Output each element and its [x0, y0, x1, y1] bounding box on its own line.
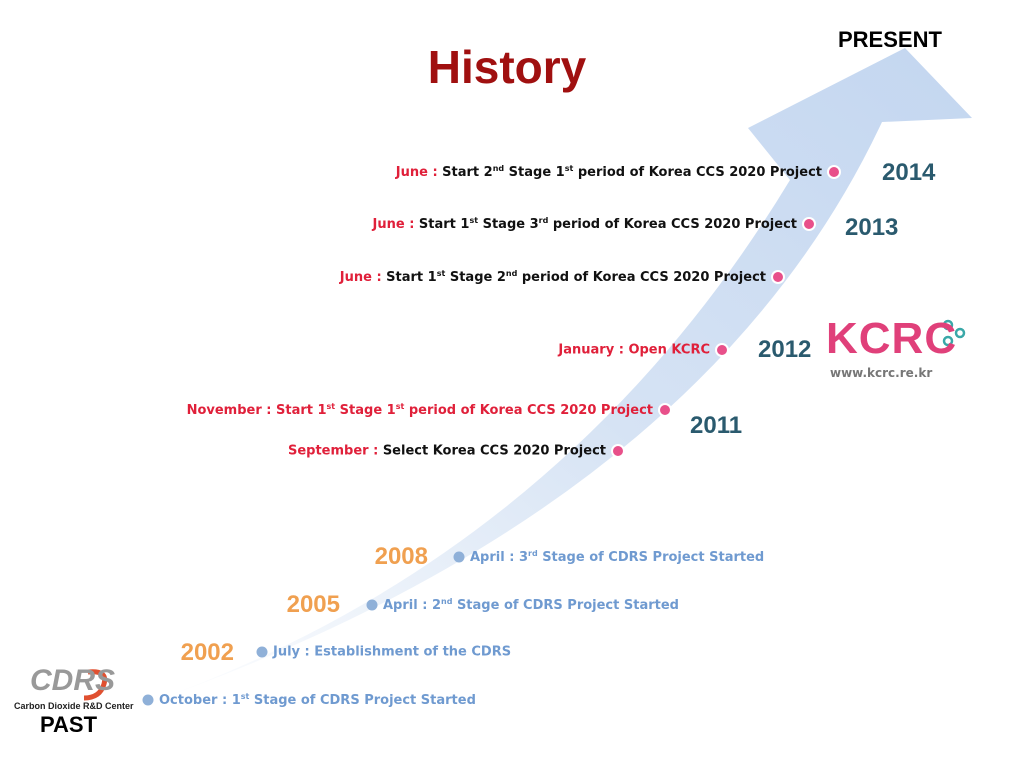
superscript: st: [564, 164, 574, 173]
superscript: nd: [441, 597, 453, 606]
event-text: period of Korea CCS 2020 Project: [517, 270, 766, 285]
year: 2002: [180, 639, 234, 666]
event-text: period of Korea CCS 2020 Project: [548, 217, 797, 232]
event-text: Stage 1: [504, 165, 565, 180]
event-text: Stage of CDRS Project Started: [452, 598, 679, 613]
event-month: June :: [372, 217, 415, 232]
event: June : Start 2nd Stage 1st period of Kor…: [396, 164, 822, 180]
event-month: September :: [287, 443, 379, 459]
event-text: period of Korea CCS 2020 Project: [573, 165, 822, 180]
cdrs-caption: Carbon Dioxide R&D Center: [14, 701, 134, 711]
event-text: Select Korea CCS 2020 Project: [382, 443, 606, 459]
timeline-dot: [366, 599, 378, 611]
event: November : Start 1st Stage 1st period of…: [187, 402, 653, 418]
kcrc-logo: KCRC: [826, 314, 958, 363]
year: 2012: [758, 336, 812, 363]
event-text: Stage 2: [445, 270, 506, 285]
year: 2011: [690, 412, 743, 439]
superscript: nd: [505, 269, 518, 278]
event-text: Start 1: [386, 270, 437, 285]
superscript: st: [395, 402, 405, 411]
superscript: rd: [538, 216, 549, 225]
year: 2005: [286, 591, 340, 618]
superscript: st: [240, 692, 250, 701]
event-month: June :: [395, 165, 438, 180]
kcrc-url: www.kcrc.re.kr: [830, 366, 933, 380]
event-text: Stage of CDRS Project Started: [537, 550, 765, 565]
past-label: PAST: [40, 712, 98, 737]
timeline-dot: [771, 270, 785, 284]
event-month: April :: [470, 550, 515, 565]
event: June : Start 1st Stage 2nd period of Kor…: [340, 269, 766, 285]
event-text: Establishment of the CDRS: [314, 644, 512, 660]
superscript: st: [436, 269, 446, 278]
timeline-dot: [142, 694, 154, 706]
event-text: Start 1: [418, 217, 470, 232]
event-text: 3: [518, 550, 528, 565]
event: April : 3rd Stage of CDRS Project Starte…: [470, 549, 764, 565]
timeline-dot: [256, 646, 268, 658]
timeline-dot: [827, 165, 841, 179]
event-text: Stage 1: [335, 403, 396, 418]
title: History: [427, 41, 587, 93]
event-text: Stage of CDRS Project Started: [249, 693, 476, 708]
event-month: June :: [339, 270, 382, 285]
event: April : 2nd Stage of CDRS Project Starte…: [383, 597, 679, 613]
event: January : Open KCRC: [558, 343, 710, 358]
event-month: April :: [383, 598, 428, 613]
event-text: Open KCRC: [628, 342, 710, 358]
superscript: st: [469, 216, 479, 225]
timeline-dot: [715, 343, 729, 357]
event: July : Establishment of the CDRS: [273, 645, 511, 660]
event-text: 2: [431, 598, 441, 613]
event: June : Start 1st Stage 3rd period of Kor…: [373, 216, 798, 232]
year: 2014: [882, 159, 936, 186]
timeline-dot: [453, 551, 465, 563]
event-text: Start 2: [442, 165, 493, 180]
timeline-dot: [658, 403, 672, 417]
event-text: Stage 3: [478, 217, 539, 232]
event-text: 1: [231, 693, 241, 708]
cdrs-logo: CDRS: [30, 664, 116, 697]
event-month: October :: [159, 693, 228, 708]
event-month: July :: [273, 644, 310, 660]
event-month: November :: [186, 403, 272, 418]
event: September : Select Korea CCS 2020 Projec…: [288, 444, 606, 459]
event: October : 1st Stage of CDRS Project Star…: [159, 692, 476, 708]
timeline-dot: [802, 217, 816, 231]
year: 2008: [374, 543, 428, 570]
superscript: st: [326, 402, 336, 411]
superscript: rd: [528, 549, 538, 558]
superscript: nd: [492, 164, 505, 173]
timeline-dot: [611, 444, 625, 458]
present-label: PRESENT: [838, 27, 942, 52]
event-month: January :: [558, 342, 624, 358]
event-text: Start 1: [276, 403, 327, 418]
year: 2013: [845, 214, 899, 241]
event-text: period of Korea CCS 2020 Project: [404, 403, 653, 418]
